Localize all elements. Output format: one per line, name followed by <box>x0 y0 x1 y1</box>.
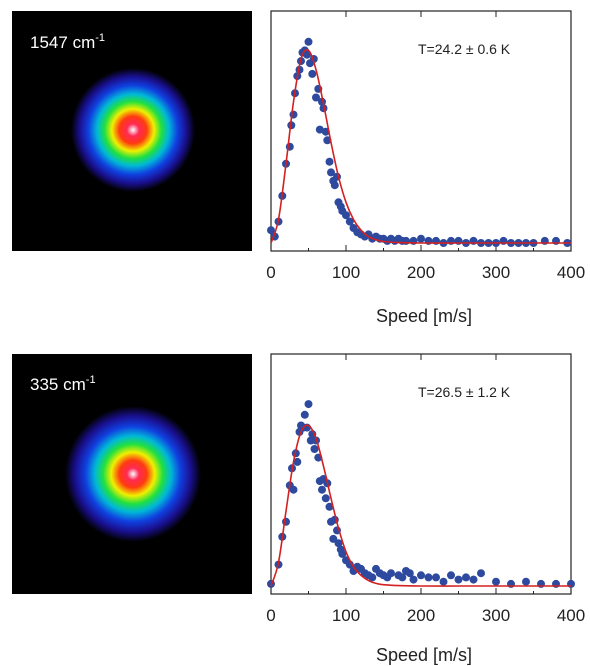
plot-2-data-point <box>322 494 330 502</box>
plot-1-data-point <box>308 70 316 78</box>
plot-2-data-point <box>447 571 455 579</box>
plot-1-xlabel: Speed [m/s] <box>376 306 472 326</box>
ion-image-1-label: 1547 cm-1 <box>30 32 105 52</box>
plot-2-data-point <box>477 569 485 577</box>
ion-image-2-label: 335 cm-1 <box>30 374 96 394</box>
plot-1-data-point <box>305 38 313 46</box>
plot-2-data-point <box>290 486 298 494</box>
plot-1-xtick-label-200: 200 <box>407 263 435 282</box>
plot-2-data-point <box>301 411 309 419</box>
plot-2-data-point <box>462 573 470 581</box>
plot-2-data-point <box>282 518 290 526</box>
plot-2-xtick-label-100: 100 <box>332 606 360 625</box>
plot-1-annotation: T=24.2 ± 0.6 K <box>418 41 511 57</box>
plot-1-tick-labels: 0 100 200 300 400 <box>266 263 585 282</box>
plot-2-data-point <box>440 578 448 586</box>
plot-1-data-point <box>402 237 410 245</box>
plot-2-points <box>267 400 575 588</box>
plot-1-xtick-label-400: 400 <box>557 263 585 282</box>
plot-2-xtick-label-0: 0 <box>266 606 275 625</box>
plot-2-annotation: T=26.5 ± 1.2 K <box>418 384 511 400</box>
speed-plot-2: 0 100 200 300 400 T=26.5 ± 1.2 K Speed [… <box>266 354 585 665</box>
plot-2-data-point <box>410 576 418 584</box>
plot-2-tick-labels: 0 100 200 300 400 <box>266 606 585 625</box>
plot-2-data-point <box>455 576 463 584</box>
plot-1-xtick-label-0: 0 <box>266 263 275 282</box>
plot-2-data-point <box>311 445 319 453</box>
plot-1-fit-line <box>271 50 571 243</box>
ion-image-1-spot <box>71 68 195 192</box>
plot-2-data-point <box>492 578 500 586</box>
ion-image-1: 1547 cm-1 <box>12 11 252 251</box>
plot-2-data-point <box>368 573 376 581</box>
plot-2-xlabel: Speed [m/s] <box>376 645 472 665</box>
plot-2-data-point <box>387 569 395 577</box>
plot-1-points <box>267 38 571 247</box>
plot-1-data-point <box>331 181 339 189</box>
plot-2-data-point <box>425 573 433 581</box>
speed-plot-1: 0 100 200 300 400 T=24.2 ± 0.6 K Speed [… <box>266 11 585 326</box>
plot-2-data-point <box>417 571 425 579</box>
ion-image-2-spot <box>65 406 201 542</box>
plot-2-xtick-label-400: 400 <box>557 606 585 625</box>
plot-2-data-point <box>305 400 313 408</box>
plot-1-xtick-label-300: 300 <box>482 263 510 282</box>
plot-2-data-point <box>318 486 326 494</box>
plot-2-xtick-label-300: 300 <box>482 606 510 625</box>
plot-2-data-point <box>432 573 440 581</box>
plot-2-xtick-label-200: 200 <box>407 606 435 625</box>
plot-2-data-point <box>522 578 530 586</box>
plot-1-xtick-label-100: 100 <box>332 263 360 282</box>
plot-2-data-point <box>470 576 478 584</box>
plot-1-data-point <box>417 235 425 243</box>
ion-image-2: 335 cm-1 <box>12 354 252 594</box>
plot-1-data-point <box>326 158 334 166</box>
